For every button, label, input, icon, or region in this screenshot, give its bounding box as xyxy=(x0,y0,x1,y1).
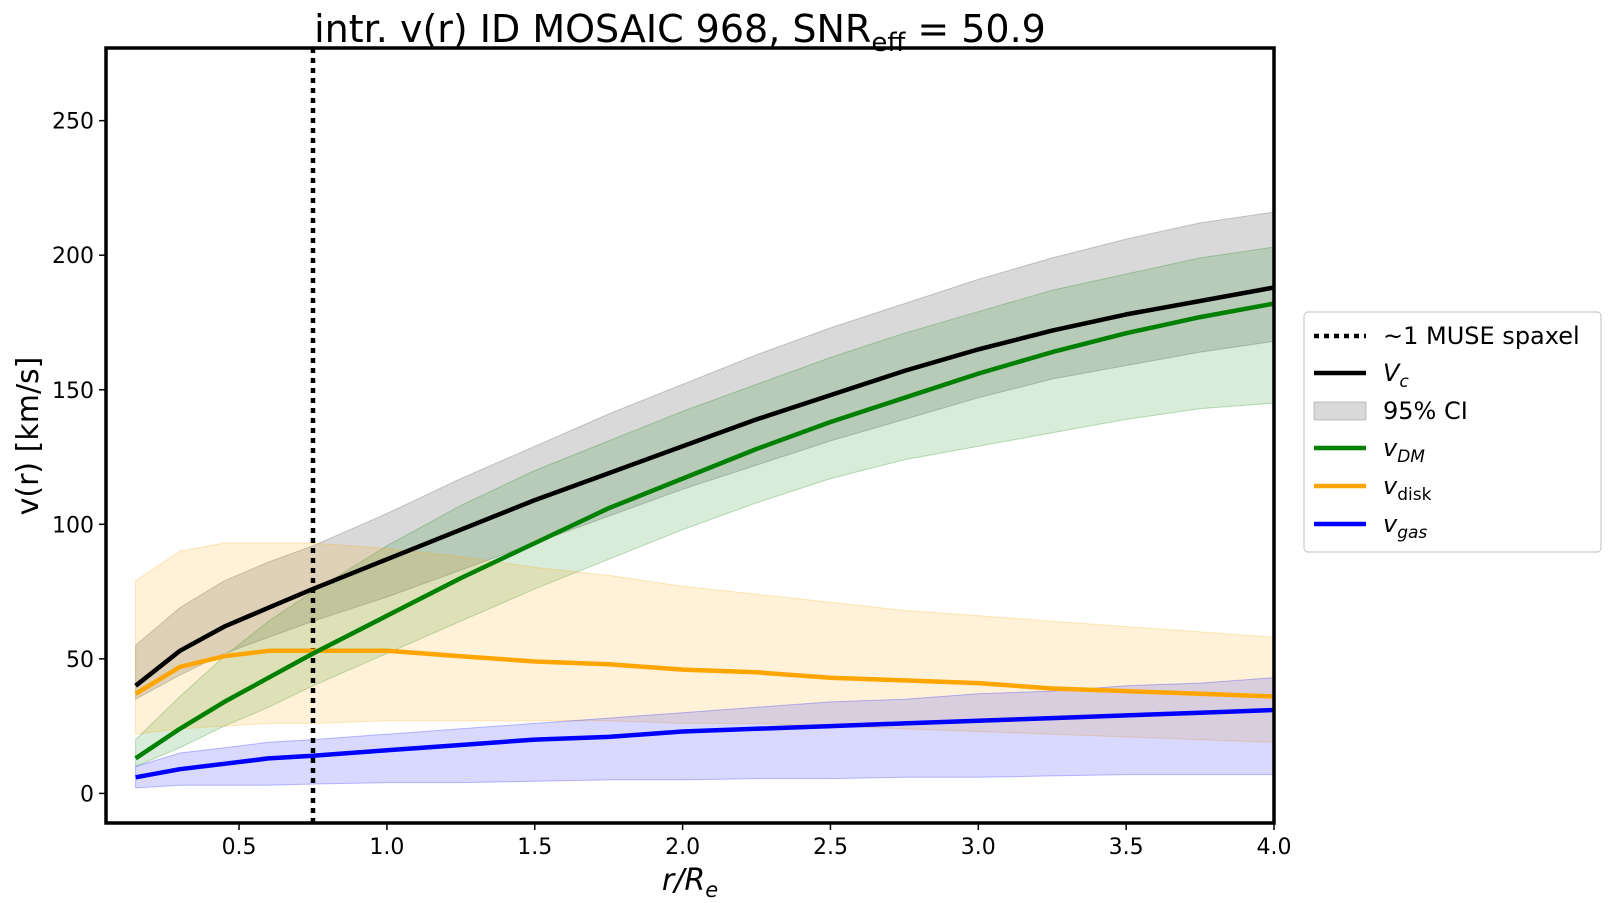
series-line-v-c xyxy=(134,285,1274,688)
y-tick-label: 0 xyxy=(80,782,94,807)
chart-title-subscript: eff xyxy=(871,28,906,58)
y-tick-label: 200 xyxy=(52,244,94,269)
x-tick-label: 0.5 xyxy=(222,835,257,860)
y-tick-label: 100 xyxy=(52,513,94,538)
legend: ~1 MUSE spaxel Vc 95% CI vDM vdisk vgas xyxy=(1303,311,1602,553)
legend-frame xyxy=(1303,311,1602,553)
legend-label-disk-subscript: disk xyxy=(1397,485,1431,505)
legend-label-gas-subscript: gas xyxy=(1397,523,1427,543)
legend-label-dm-main: v xyxy=(1383,434,1398,462)
plot-frame xyxy=(104,46,1276,825)
x-axis-label-main: r/R xyxy=(662,863,705,898)
y-tick-label: 250 xyxy=(52,110,94,135)
legend-label-vc: Vc xyxy=(1383,359,1409,392)
series-line-v-gas xyxy=(135,707,1274,780)
y-axis-label: v(r) [km/s] xyxy=(11,357,46,516)
axis-ticks: 0.5 1.0 1.5 2.0 2.5 3.0 3.5 4.0 0 50 100 150 200 250 xyxy=(52,46,1292,860)
legend-label-vc-subscript: c xyxy=(1399,372,1409,392)
x-tick-label: 3.5 xyxy=(1109,835,1144,860)
legend-label-spaxel: ~1 MUSE spaxel xyxy=(1383,322,1580,350)
x-tick-label: 2.0 xyxy=(665,835,700,860)
ci-band-v-c xyxy=(135,211,1274,701)
x-tick-label: 1.5 xyxy=(517,835,552,860)
series-line-v-disk xyxy=(134,648,1274,699)
x-axis-label-subscript: e xyxy=(705,878,718,902)
legend-label-disk: vdisk xyxy=(1383,472,1432,505)
legend-label-disk-main: v xyxy=(1383,472,1398,500)
legend-label-dm-subscript: DM xyxy=(1397,447,1425,467)
y-tick-label: 50 xyxy=(66,648,94,673)
x-tick-label: 1.0 xyxy=(369,835,404,860)
legend-label-vc-main: V xyxy=(1383,359,1401,387)
plot-area xyxy=(134,48,1274,823)
series-line-v-dm xyxy=(134,301,1274,761)
x-axis-label: r/Re xyxy=(662,863,718,902)
chart-title-main: intr. v(r) ID MOSAIC 968, SNR xyxy=(314,7,871,51)
legend-swatch-ci xyxy=(1313,401,1367,421)
ci-band-v-dm xyxy=(135,246,1274,768)
x-tick-label: 4.0 xyxy=(1257,835,1292,860)
y-tick-label: 150 xyxy=(52,379,94,404)
x-tick-label: 2.5 xyxy=(813,835,848,860)
legend-label-gas: vgas xyxy=(1383,510,1427,543)
chart-title-value: = 50.9 xyxy=(905,7,1046,51)
ci-band-v-disk xyxy=(135,542,1274,743)
legend-label-ci: 95% CI xyxy=(1383,397,1468,425)
legend-label-dm: vDM xyxy=(1383,434,1425,467)
x-tick-label: 3.0 xyxy=(961,835,996,860)
chart-title: intr. v(r) ID MOSAIC 968, SNReff = 50.9 xyxy=(314,7,1046,58)
legend-label-gas-main: v xyxy=(1383,510,1398,538)
